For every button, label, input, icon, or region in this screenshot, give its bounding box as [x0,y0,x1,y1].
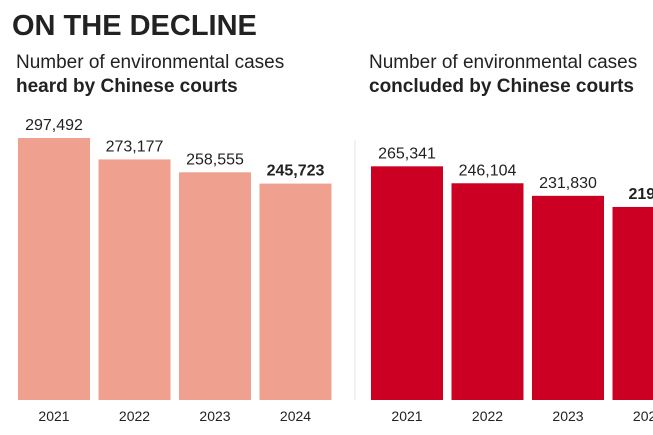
bar [532,195,604,400]
x-tick-label: 2023 [199,408,230,424]
bar [18,138,90,400]
subtitle: concluded by Chinese courts [369,76,634,97]
x-tick-label: 2024 [633,408,653,424]
x-tick-label: 2023 [552,408,583,424]
value-label: 219,2 [628,186,653,203]
value-label: 265,341 [378,145,436,162]
subtitle: Number of environmental cases [16,52,284,73]
page-title: ON THE DECLINE [12,10,257,42]
bar [259,183,332,400]
subtitle: Number of environmental cases [369,52,637,73]
x-tick-label: 2021 [38,408,69,424]
value-label: 245,723 [267,163,325,180]
bar [451,183,524,400]
bar [98,159,171,400]
x-tick-label: 2022 [119,408,150,424]
value-label: 231,830 [539,175,597,192]
value-label: 246,104 [459,162,517,179]
x-tick-label: 2021 [391,408,422,424]
bar [612,206,653,400]
bar [371,166,443,400]
x-tick-label: 2024 [280,408,311,424]
value-label: 273,177 [106,138,164,155]
value-label: 297,492 [25,117,83,134]
subtitle: heard by Chinese courts [16,76,238,97]
x-tick-label: 2022 [472,408,503,424]
bar [179,172,251,400]
value-label: 258,555 [186,151,244,168]
